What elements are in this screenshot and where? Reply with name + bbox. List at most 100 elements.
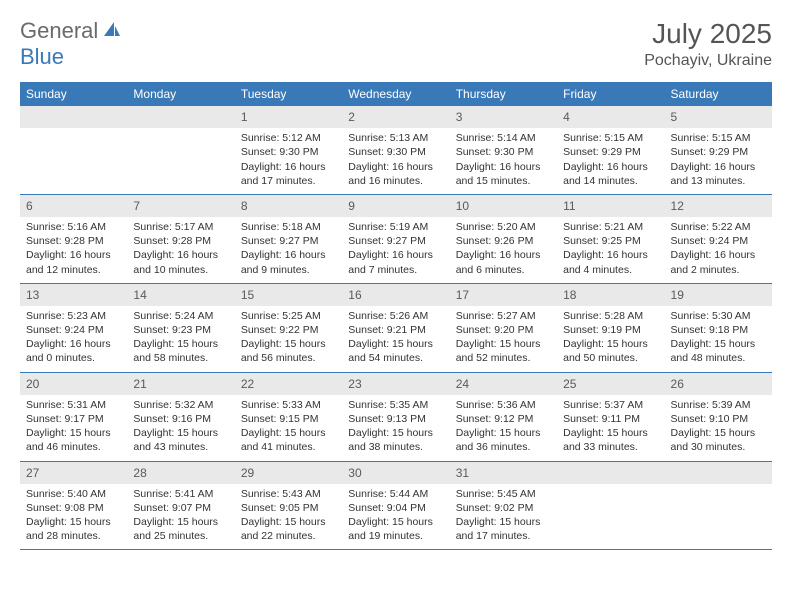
sunrise: Sunrise: 5:41 AM [133, 487, 228, 501]
daylight-line1: Daylight: 16 hours [563, 248, 658, 262]
week-row: 13Sunrise: 5:23 AMSunset: 9:24 PMDayligh… [20, 284, 772, 373]
day-number: 8 [235, 195, 342, 217]
day-number: 15 [235, 284, 342, 306]
sunset: Sunset: 9:20 PM [456, 323, 551, 337]
day-number: 22 [235, 373, 342, 395]
day-cell: 8Sunrise: 5:18 AMSunset: 9:27 PMDaylight… [235, 195, 342, 283]
day-body: Sunrise: 5:20 AMSunset: 9:26 PMDaylight:… [450, 217, 557, 283]
calendar: SundayMondayTuesdayWednesdayThursdayFrid… [20, 82, 772, 550]
sunrise: Sunrise: 5:40 AM [26, 487, 121, 501]
day-number: 4 [557, 106, 664, 128]
sunrise: Sunrise: 5:37 AM [563, 398, 658, 412]
daylight-line2: and 36 minutes. [456, 440, 551, 454]
day-number [557, 462, 664, 484]
day-cell: 18Sunrise: 5:28 AMSunset: 9:19 PMDayligh… [557, 284, 664, 372]
daylight-line2: and 50 minutes. [563, 351, 658, 365]
daylight-line2: and 25 minutes. [133, 529, 228, 543]
day-body: Sunrise: 5:17 AMSunset: 9:28 PMDaylight:… [127, 217, 234, 283]
sunset: Sunset: 9:28 PM [133, 234, 228, 248]
day-body: Sunrise: 5:39 AMSunset: 9:10 PMDaylight:… [665, 395, 772, 461]
day-body: Sunrise: 5:15 AMSunset: 9:29 PMDaylight:… [665, 128, 772, 194]
day-body [127, 128, 234, 188]
day-cell: 17 Sunrise: 5:27 AMSunset: 9:20 PMDayligh… [450, 284, 557, 372]
day-body [20, 128, 127, 188]
sunrise: Sunrise: 5:21 AM [563, 220, 658, 234]
day-of-week: Saturday [665, 82, 772, 106]
daylight-line1: Daylight: 15 hours [348, 426, 443, 440]
day-body: Sunrise: 5:44 AMSunset: 9:04 PMDaylight:… [342, 484, 449, 550]
location: Pochayiv, Ukraine [644, 52, 772, 70]
day-cell: 2Sunrise: 5:13 AMSunset: 9:30 PMDaylight… [342, 106, 449, 194]
sunset: Sunset: 9:05 PM [241, 501, 336, 515]
day-number: 18 [557, 284, 664, 306]
day-number: 29 [235, 462, 342, 484]
sunrise: Sunrise: 5:13 AM [348, 131, 443, 145]
day-number: 2 [342, 106, 449, 128]
sunset: Sunset: 9:15 PM [241, 412, 336, 426]
sunset: Sunset: 9:16 PM [133, 412, 228, 426]
daylight-line1: Daylight: 15 hours [241, 426, 336, 440]
day-cell: 24Sunrise: 5:36 AMSunset: 9:12 PMDayligh… [450, 373, 557, 461]
day-body [665, 484, 772, 544]
day-of-week: Sunday [20, 82, 127, 106]
daylight-line1: Daylight: 16 hours [241, 160, 336, 174]
daylight-line2: and 33 minutes. [563, 440, 658, 454]
week-row: 27Sunrise: 5:40 AMSunset: 9:08 PMDayligh… [20, 462, 772, 551]
day-cell: 11Sunrise: 5:21 AMSunset: 9:25 PMDayligh… [557, 195, 664, 283]
day-body: Sunrise: 5:24 AMSunset: 9:23 PMDaylight:… [127, 306, 234, 372]
day-number: 26 [665, 373, 772, 395]
day-number [20, 106, 127, 128]
week-row: 1Sunrise: 5:12 AMSunset: 9:30 PMDaylight… [20, 106, 772, 195]
logo-text-blue: Blue [20, 44, 64, 69]
daylight-line2: and 16 minutes. [348, 174, 443, 188]
daylight-line1: Daylight: 15 hours [456, 337, 551, 351]
day-cell: 10Sunrise: 5:20 AMSunset: 9:26 PMDayligh… [450, 195, 557, 283]
day-body: Sunrise: 5:16 AMSunset: 9:28 PMDaylight:… [20, 217, 127, 283]
day-cell: 30Sunrise: 5:44 AMSunset: 9:04 PMDayligh… [342, 462, 449, 550]
day-cell: 26Sunrise: 5:39 AMSunset: 9:10 PMDayligh… [665, 373, 772, 461]
day-number: 6 [20, 195, 127, 217]
sunrise: Sunrise: 5:36 AM [456, 398, 551, 412]
sunset: Sunset: 9:10 PM [671, 412, 766, 426]
day-of-week: Tuesday [235, 82, 342, 106]
daylight-line1: Daylight: 16 hours [348, 248, 443, 262]
day-body: Sunrise: 5:23 AMSunset: 9:24 PMDaylight:… [20, 306, 127, 372]
sunset: Sunset: 9:27 PM [241, 234, 336, 248]
daylight-line1: Daylight: 15 hours [563, 337, 658, 351]
day-body: Sunrise: 5:12 AMSunset: 9:30 PMDaylight:… [235, 128, 342, 194]
daylight-line2: and 19 minutes. [348, 529, 443, 543]
daylight-line2: and 15 minutes. [456, 174, 551, 188]
day-of-week: Monday [127, 82, 234, 106]
daylight-line1: Daylight: 15 hours [133, 426, 228, 440]
sunrise: Sunrise: 5:33 AM [241, 398, 336, 412]
daylight-line1: Daylight: 15 hours [563, 426, 658, 440]
day-of-week: Thursday [450, 82, 557, 106]
day-cell: 19Sunrise: 5:30 AMSunset: 9:18 PMDayligh… [665, 284, 772, 372]
day-body: Sunrise: 5:31 AMSunset: 9:17 PMDaylight:… [20, 395, 127, 461]
sunrise: Sunrise: 5:24 AM [133, 309, 228, 323]
daylight-line2: and 43 minutes. [133, 440, 228, 454]
daylight-line1: Daylight: 15 hours [133, 337, 228, 351]
day-number: 19 [665, 284, 772, 306]
day-number: 30 [342, 462, 449, 484]
sunrise: Sunrise: 5:25 AM [241, 309, 336, 323]
day-body: Sunrise: 5:30 AMSunset: 9:18 PMDaylight:… [665, 306, 772, 372]
day-body: Sunrise: 5:26 AMSunset: 9:21 PMDaylight:… [342, 306, 449, 372]
day-cell: 12Sunrise: 5:22 AMSunset: 9:24 PMDayligh… [665, 195, 772, 283]
sunrise: Sunrise: 5:28 AM [563, 309, 658, 323]
daylight-line1: Daylight: 16 hours [456, 248, 551, 262]
daylight-line1: Daylight: 15 hours [456, 515, 551, 529]
day-number: 21 [127, 373, 234, 395]
daylight-line2: and 7 minutes. [348, 263, 443, 277]
day-body: Sunrise: 5:14 AMSunset: 9:30 PMDaylight:… [450, 128, 557, 194]
sunrise: Sunrise: 5:27 AM [456, 309, 551, 323]
daylight-line1: Daylight: 16 hours [133, 248, 228, 262]
daylight-line2: and 0 minutes. [26, 351, 121, 365]
sunset: Sunset: 9:28 PM [26, 234, 121, 248]
month-title: July 2025 [644, 18, 772, 50]
sunrise: Sunrise: 5:15 AM [671, 131, 766, 145]
sunrise: Sunrise: 5:31 AM [26, 398, 121, 412]
week-row: 20Sunrise: 5:31 AMSunset: 9:17 PMDayligh… [20, 373, 772, 462]
sunset: Sunset: 9:12 PM [456, 412, 551, 426]
day-number: 17 [450, 284, 557, 306]
